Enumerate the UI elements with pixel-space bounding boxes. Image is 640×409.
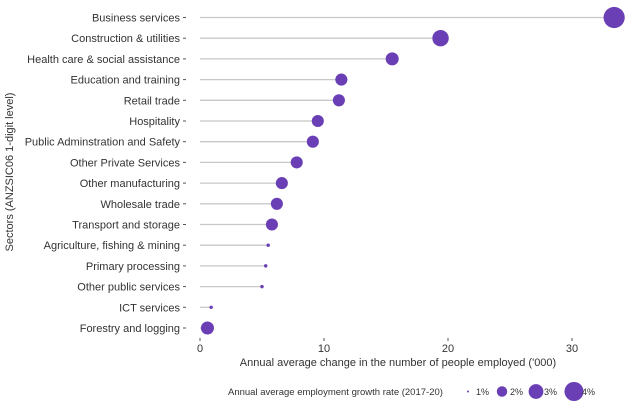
x-tick-label: 10 (318, 343, 330, 355)
row: Other Private Services (70, 156, 303, 169)
row: Hospitality (129, 114, 324, 128)
category-label: Business services (92, 13, 181, 25)
data-point (260, 284, 264, 289)
category-label: Public Adminstration and Safety (25, 137, 181, 149)
x-tick-label: 20 (442, 343, 454, 355)
data-point (264, 264, 268, 268)
legend-label: 4% (582, 387, 595, 397)
legend-label: 1% (476, 387, 489, 397)
data-point (335, 73, 348, 86)
row: ICT services (119, 302, 213, 314)
data-point (290, 156, 303, 169)
data-point (270, 197, 283, 210)
legend-label: 2% (510, 387, 523, 397)
legend-title: Annual average employment growth rate (2… (228, 387, 443, 398)
category-label: Other Private Services (70, 157, 181, 169)
data-point (275, 177, 288, 190)
data-point (266, 243, 270, 247)
data-point (332, 94, 345, 107)
row: Construction & utilities (71, 30, 449, 47)
category-label: Wholesale trade (101, 199, 181, 211)
legend: Annual average employment growth rate (2… (228, 381, 595, 402)
row: Retail trade (124, 94, 345, 107)
x-tick-label: 0 (197, 343, 203, 355)
data-point (385, 52, 399, 66)
data-point (432, 30, 449, 47)
legend-size-marker (528, 384, 544, 399)
legend-label: 3% (544, 387, 557, 397)
category-label: Other manufacturing (80, 178, 180, 190)
row: Business services (92, 6, 625, 29)
data-point (200, 321, 214, 335)
category-label: Retail trade (124, 95, 180, 107)
legend-size-marker (496, 386, 508, 397)
legend-size-marker (564, 381, 584, 402)
legend-size-marker (467, 390, 469, 393)
row: Agriculture, fishing & mining (44, 240, 270, 252)
data-point (311, 114, 324, 128)
row: Transport and storage (72, 218, 278, 232)
x-axis-title: Annual average change in the number of p… (240, 357, 556, 369)
category-label: Transport and storage (72, 220, 180, 232)
category-label: Construction & utilities (71, 33, 180, 45)
y-axis-title: Sectors (ANZSIC06 1-digit level) (4, 93, 16, 252)
data-point (209, 305, 213, 310)
row: Forestry and logging (80, 321, 214, 335)
row: Other manufacturing (80, 177, 288, 190)
category-label: Hospitality (129, 116, 180, 128)
row: Primary processing (86, 261, 268, 273)
category-label: Other public services (77, 282, 180, 294)
row: Public Adminstration and Safety (25, 135, 319, 149)
category-label: Health care & social assistance (27, 54, 180, 66)
category-label: Forestry and logging (80, 323, 180, 335)
row: Other public services (77, 282, 264, 294)
category-label: Education and training (71, 75, 180, 87)
category-label: Primary processing (86, 261, 180, 273)
category-label: ICT services (119, 302, 180, 314)
category-label: Agriculture, fishing & mining (44, 240, 180, 252)
row: Wholesale trade (101, 197, 283, 211)
row: Education and training (71, 73, 348, 87)
row: Health care & social assistance (27, 52, 399, 66)
data-point (603, 6, 625, 29)
x-tick-label: 30 (566, 343, 578, 355)
data-point (265, 218, 278, 231)
data-point (306, 135, 319, 148)
